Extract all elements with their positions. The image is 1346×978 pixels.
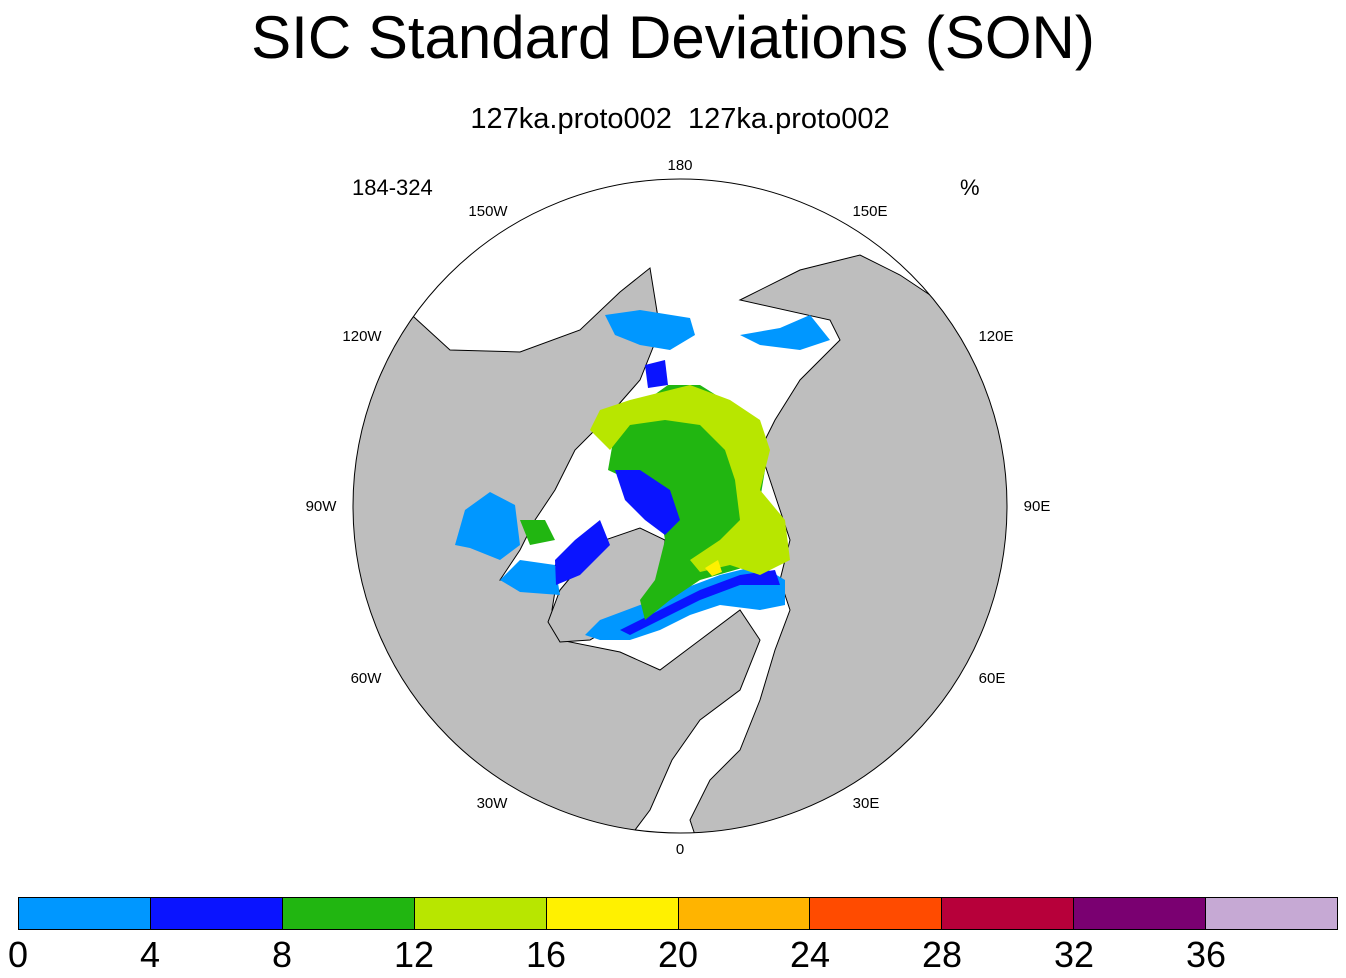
sic-band-0-4: [605, 310, 695, 350]
colorbar-tick-label: 4: [139, 934, 161, 975]
lon-label-60e: 60E: [979, 670, 1006, 687]
colorbar: [18, 897, 1338, 930]
sic-band-0-4: [500, 560, 560, 595]
longitude-labels: 180 150E 120E 90E 60E 30E 0 30W 60W 90W …: [306, 157, 1051, 858]
sic-band-0-4: [455, 492, 520, 560]
units-string: %: [960, 175, 980, 200]
colorbar-tick-label: 12: [393, 934, 435, 975]
colorbar-box: [19, 898, 151, 929]
colorbar-tick-label: 32: [1053, 934, 1095, 975]
sic-band-4-8: [645, 360, 668, 388]
sic-band-4-8: [620, 570, 780, 635]
colorbar-box: [1206, 898, 1338, 929]
lon-label-30w: 30W: [477, 795, 509, 812]
colorbar-box: [810, 898, 943, 929]
lon-label-120w: 120W: [342, 328, 382, 345]
lon-label-90e: 90E: [1024, 498, 1051, 515]
colorbar-box: [1074, 898, 1207, 929]
colorbar-box: [942, 898, 1075, 929]
plot-title: SIC Standard Deviations (SON): [251, 4, 1095, 71]
colorbar-tick-label: 20: [657, 934, 699, 975]
lon-label-0: 0: [676, 841, 684, 858]
map-boundary: [352, 178, 1008, 834]
colorbar-box: [678, 898, 811, 929]
sic-band-0-4: [740, 315, 830, 350]
land: [353, 248, 1007, 833]
lon-label-30e: 30E: [853, 795, 880, 812]
lon-label-150w: 150W: [468, 203, 508, 220]
colorbar-tick-label: 28: [921, 934, 963, 975]
lon-label-60w: 60W: [351, 670, 383, 687]
sic-band-8-12: [520, 520, 555, 545]
lon-label-150e: 150E: [852, 203, 887, 220]
polar-map: 180 150E 120E 90E 60E 30E 0 30W 60W 90W …: [306, 157, 1051, 858]
lon-label-180: 180: [667, 157, 692, 174]
lon-label-120e: 120E: [978, 328, 1013, 345]
sic-band-4-8: [555, 520, 610, 585]
plot-subtitle: 127ka.proto002 127ka.proto002: [470, 103, 890, 135]
colorbar-box: [150, 898, 283, 929]
left-string: 184-324: [352, 175, 433, 200]
sic-band-4-8: [615, 470, 680, 535]
colorbar-tick-label: 36: [1185, 934, 1227, 975]
sic-band-16-20: [705, 560, 722, 576]
colorbar-tick-label: 24: [789, 934, 831, 975]
colorbar-tick-label: 16: [525, 934, 567, 975]
colorbar-box: [282, 898, 415, 929]
sic-band-12-16: [590, 385, 790, 575]
sea-ice-field: [455, 310, 830, 640]
colorbar-tick-label: 8: [271, 934, 293, 975]
colorbar-box: [546, 898, 679, 929]
colorbar-tick-label: 0: [7, 934, 29, 975]
lon-label-90w: 90W: [306, 498, 338, 515]
colorbar-box: [414, 898, 547, 929]
